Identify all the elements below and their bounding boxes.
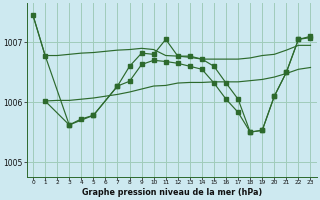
X-axis label: Graphe pression niveau de la mer (hPa): Graphe pression niveau de la mer (hPa) — [82, 188, 262, 197]
